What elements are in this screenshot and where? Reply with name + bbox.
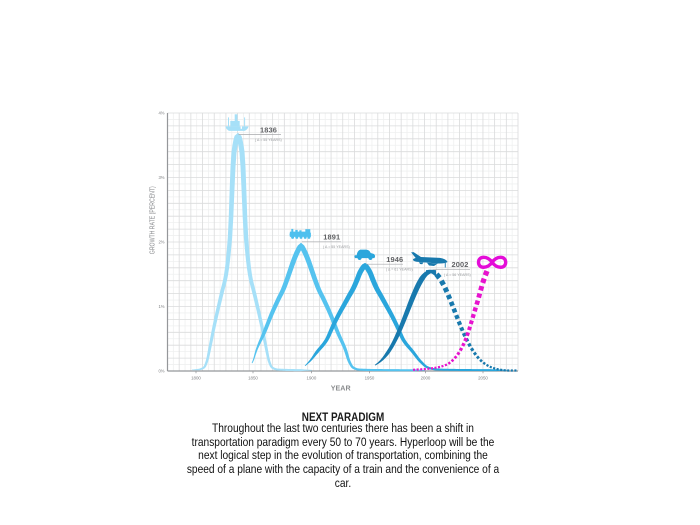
svg-text:1900: 1900: [307, 376, 317, 381]
svg-text:2%: 2%: [158, 240, 164, 245]
svg-text:1850: 1850: [248, 376, 258, 381]
svg-text:1800: 1800: [191, 376, 201, 381]
svg-text:3%: 3%: [158, 175, 164, 180]
svg-text:GROWTH RATE (PERCENT): GROWTH RATE (PERCENT): [150, 186, 157, 254]
svg-text:1836: 1836: [260, 126, 277, 135]
svg-text:4%: 4%: [158, 111, 164, 116]
svg-text:( Δ = 56 YEARS): ( Δ = 56 YEARS): [444, 273, 471, 277]
svg-text:0%: 0%: [158, 369, 164, 374]
svg-text:2050: 2050: [478, 376, 488, 381]
svg-text:1%: 1%: [158, 304, 164, 309]
svg-text:2002: 2002: [451, 260, 468, 269]
svg-text:( Δ = 61 YEARS): ( Δ = 61 YEARS): [386, 267, 413, 271]
svg-text:1950: 1950: [365, 376, 375, 381]
svg-text:( Δ = 55 YEARS): ( Δ = 55 YEARS): [323, 245, 350, 249]
svg-text:1891: 1891: [323, 233, 340, 242]
svg-text:1946: 1946: [386, 255, 403, 264]
svg-text:( Δ = 55 YEARS): ( Δ = 55 YEARS): [255, 138, 282, 142]
svg-text:2000: 2000: [421, 376, 431, 381]
svg-text:YEAR: YEAR: [331, 383, 351, 392]
